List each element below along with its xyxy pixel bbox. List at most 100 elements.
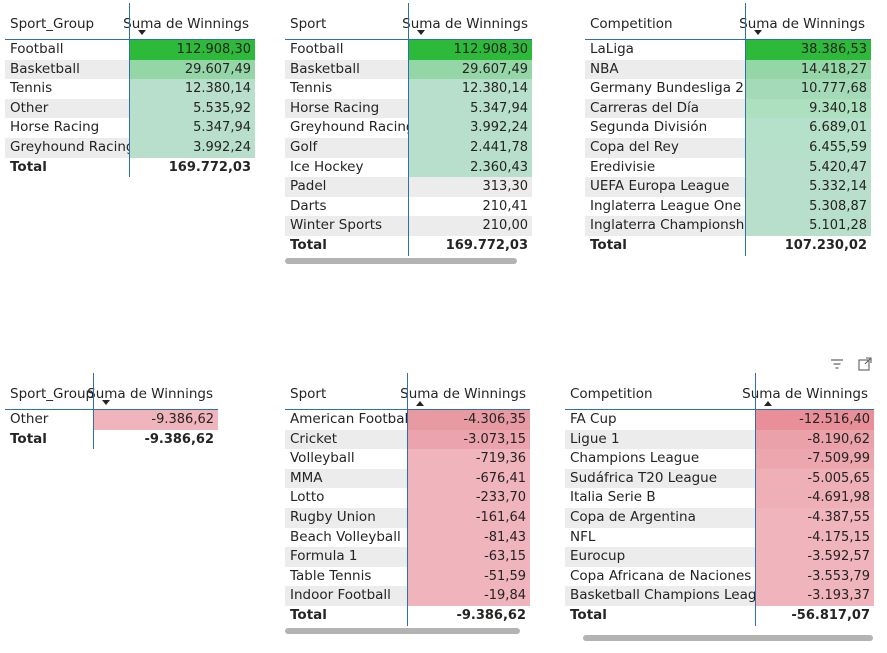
row-value: 5.347,94	[409, 98, 532, 119]
table-row[interactable]: Tennis 12.380,14	[5, 79, 255, 99]
row-value: 38.386,53	[746, 40, 871, 60]
row-label: Basketball	[10, 60, 80, 77]
row-label: Lotto	[290, 489, 325, 506]
table-row[interactable]: Segunda División 6.689,01	[585, 118, 871, 138]
column-header-category[interactable]: Sport_Group	[10, 16, 95, 32]
table-competition-positive: Competition Suma de Winnings LaLiga 38.386,…	[585, 3, 871, 256]
column-header-category[interactable]: Sport	[290, 16, 327, 32]
row-label: Carreras del Día	[590, 99, 700, 116]
table-row[interactable]: Inglaterra League One 5.308,87	[585, 196, 871, 217]
table-row[interactable]: Golf 2.441,78	[285, 137, 532, 158]
sort-descending-icon[interactable]	[138, 30, 146, 35]
table-row[interactable]: Italia Serie B -4.691,98	[565, 488, 874, 508]
row-value: 12.380,14	[409, 79, 532, 99]
column-divider[interactable]	[755, 373, 756, 626]
column-divider[interactable]	[745, 3, 746, 256]
table-row[interactable]: NBA 14.418,27	[585, 59, 871, 80]
column-header-winnings[interactable]: Suma de Winnings	[742, 386, 868, 402]
table-row[interactable]: Eurocup -3.592,57	[565, 547, 874, 567]
table-row[interactable]: Champions League -7.509,99	[565, 449, 874, 469]
sort-ascending-icon[interactable]	[764, 401, 772, 406]
column-divider[interactable]	[407, 373, 408, 626]
column-header-category[interactable]: Sport_Group	[10, 386, 95, 402]
focus-mode-icon[interactable]	[857, 356, 873, 372]
row-label: Tennis	[290, 80, 333, 97]
column-header-winnings[interactable]: Suma de Winnings	[123, 16, 249, 32]
column-divider[interactable]	[408, 3, 409, 256]
column-divider[interactable]	[93, 373, 94, 450]
row-value: -3.553,79	[756, 566, 874, 587]
column-header-category[interactable]: Sport	[290, 386, 327, 402]
table-row[interactable]: Sudáfrica T20 League -5.005,65	[565, 468, 874, 489]
table-row[interactable]: Table Tennis -51,59	[285, 566, 530, 587]
total-label: Total	[10, 430, 47, 447]
table-row[interactable]: Darts 210,41	[285, 197, 532, 217]
row-value: 210,41	[482, 198, 529, 214]
table-row[interactable]: Football 112.908,30	[285, 40, 532, 60]
table-row[interactable]: Copa de Argentina -4.387,55	[565, 507, 874, 528]
table-row[interactable]: Greyhound Racing 3.992,24	[285, 118, 532, 138]
table-row[interactable]: Horse Racing 5.347,94	[5, 118, 255, 138]
row-value: -81,43	[408, 527, 530, 548]
table-row[interactable]: Tennis 12.380,14	[285, 79, 532, 99]
sort-descending-icon[interactable]	[102, 400, 110, 405]
table-row[interactable]: Volleyball -719,36	[285, 449, 530, 469]
column-header-winnings[interactable]: Suma de Winnings	[402, 16, 528, 32]
table-row[interactable]: Basketball Champions League -3.193,37	[565, 586, 874, 606]
horizontal-scrollbar-sport-negative[interactable]	[285, 628, 520, 634]
column-divider[interactable]	[129, 3, 130, 178]
row-value: -4.306,35	[408, 410, 530, 430]
row-label: Greyhound Racing	[290, 119, 415, 136]
row-value: -4.691,98	[756, 488, 874, 508]
row-value: 12.380,14	[130, 79, 255, 99]
table-row[interactable]: Copa del Rey 6.455,59	[585, 137, 871, 158]
row-label: UEFA Europa League	[590, 178, 730, 195]
row-value: -7.509,99	[756, 449, 874, 469]
row-label: NFL	[570, 528, 596, 545]
table-row[interactable]: Lotto -233,70	[285, 488, 530, 508]
row-label: Darts	[290, 197, 327, 214]
row-label: Sudáfrica T20 League	[570, 469, 718, 486]
table-row[interactable]: Carreras del Día 9.340,18	[585, 98, 871, 119]
table-row[interactable]: LaLiga 38.386,53	[585, 40, 871, 60]
row-label: Eredivisie	[590, 158, 656, 175]
table-row[interactable]: Copa Africana de Naciones -3.553,79	[565, 566, 874, 587]
table-row[interactable]: Other 5.535,92	[5, 98, 255, 119]
table-row[interactable]: Basketball 29.607,49	[285, 59, 532, 80]
row-label: Copa del Rey	[590, 138, 679, 155]
horizontal-scrollbar-competition-negative[interactable]	[583, 635, 873, 641]
table-row[interactable]: Football 112.908,30	[5, 40, 255, 60]
table-row[interactable]: Eredivisie 5.420,47	[585, 157, 871, 178]
table-row[interactable]: Ice Hockey 2.360,43	[285, 157, 532, 178]
sort-descending-icon[interactable]	[754, 30, 762, 35]
table-row[interactable]: NFL -4.175,15	[565, 527, 874, 548]
column-header-winnings[interactable]: Suma de Winnings	[87, 386, 213, 402]
table-row[interactable]: Formula 1 -63,15	[285, 547, 530, 567]
sort-descending-icon[interactable]	[417, 30, 425, 35]
horizontal-scrollbar-sport-positive[interactable]	[285, 258, 517, 264]
table-row[interactable]: Greyhound Racing 3.992,24	[5, 137, 255, 158]
row-value: -9.386,62	[94, 410, 218, 430]
table-row[interactable]: Germany Bundesliga 2 10.777,68	[585, 79, 871, 99]
column-header-category[interactable]: Competition	[570, 386, 653, 402]
row-label: Other	[10, 99, 49, 116]
table-row[interactable]: Ligue 1 -8.190,62	[565, 429, 874, 450]
row-label: Cricket	[290, 430, 338, 447]
row-label: Golf	[290, 138, 318, 155]
column-header-category[interactable]: Competition	[590, 16, 673, 32]
column-header-winnings[interactable]: Suma de Winnings	[400, 386, 526, 402]
table-row[interactable]: Beach Volleyball -81,43	[285, 527, 530, 548]
table-row[interactable]: American Football -4.306,35	[285, 410, 530, 430]
table-row[interactable]: FA Cup -12.516,40	[565, 410, 874, 430]
sort-ascending-icon[interactable]	[416, 401, 424, 406]
filter-icon[interactable]	[829, 357, 845, 371]
table-row[interactable]: UEFA Europa League 5.332,14	[585, 177, 871, 197]
column-header-winnings[interactable]: Suma de Winnings	[739, 16, 865, 32]
table-row[interactable]: Horse Racing 5.347,94	[285, 98, 532, 119]
row-value: 9.340,18	[746, 98, 871, 119]
table-row[interactable]: Inglaterra Championship 5.101,28	[585, 216, 871, 236]
table-row[interactable]: Basketball 29.607,49	[5, 59, 255, 80]
row-label: Ligue 1	[570, 430, 620, 447]
row-label: Tennis	[10, 80, 53, 97]
table-row[interactable]: Other -9.386,62	[5, 410, 218, 430]
